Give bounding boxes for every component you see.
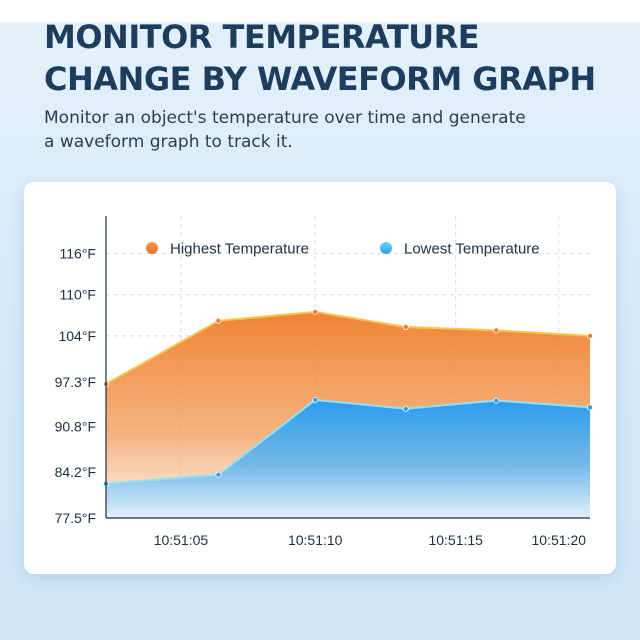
y-tick-label: 90.8°F [55,419,96,435]
chart-legend: Highest Temperature Lowest Temperature [146,241,540,258]
y-axis-ticks: 77.5°F 84.2°F 90.8°F 97.3°F 104°F 110°F 116°F [55,245,96,526]
data-point-high [493,327,500,334]
y-tick-label: 110°F [60,287,96,303]
data-point-low [402,405,409,412]
data-point-high [312,308,319,315]
series-lines [105,310,591,485]
top-band [0,0,640,22]
x-axis-ticks: 10:51:05 10:51:10 10:51:15 10:51:20 [154,532,587,548]
data-point-low [493,397,500,404]
series-line-high [105,310,591,385]
legend-marker-low [380,242,392,254]
title-line-2: CHANGE BY WAVEFORM GRAPH [44,60,596,98]
data-point-low [215,471,222,478]
y-tick-label: 77.5°F [55,510,96,526]
axes [105,216,590,519]
y-tick-label: 84.2°F [55,464,96,480]
page-title: MONITOR TEMPERATURE CHANGE BY WAVEFORM G… [44,16,624,100]
x-tick-label: 10:51:10 [288,532,343,548]
data-point-high [215,317,222,324]
data-point-high [402,323,409,330]
series-area-low [106,399,590,518]
legend-label-high: Highest Temperature [170,241,309,258]
x-tick-label: 10:51:20 [532,532,587,548]
x-tick-label: 10:51:05 [154,532,209,548]
series-markers [103,308,594,487]
y-tick-label: 104°F [58,328,96,344]
y-tick-label: 97.3°F [55,374,96,390]
data-point-high [587,332,594,339]
series-line-low [105,398,591,485]
y-tick-label: 116°F [60,245,96,261]
data-point-low [312,396,319,403]
x-tick-label: 10:51:15 [428,532,483,548]
legend-marker-high [146,242,158,254]
page-subtitle: Monitor an object's temperature over tim… [44,106,584,154]
subtitle-line-1: Monitor an object's temperature over tim… [44,108,526,128]
legend-label-low: Lowest Temperature [404,241,540,258]
series-areas [106,311,590,518]
title-line-1: MONITOR TEMPERATURE [44,18,480,56]
subtitle-line-2: a waveform graph to track it. [44,132,293,152]
temperature-chart: 77.5°F84.2°F90.8°F97.3°F104°F110°F116°F … [55,216,594,548]
chart-card: 77.5°F 84.2°F 90.8°F 97.3°F 104°F 110°F 116°F … [24,182,616,574]
data-point-low [587,404,594,411]
